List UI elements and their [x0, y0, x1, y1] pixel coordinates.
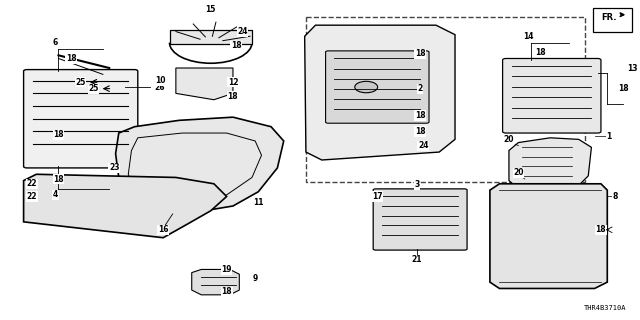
Text: 18: 18 — [66, 54, 77, 63]
Text: 24: 24 — [418, 141, 429, 150]
Text: 25: 25 — [88, 84, 99, 93]
Text: 18: 18 — [618, 84, 628, 93]
Text: 26: 26 — [155, 83, 165, 92]
Text: 10: 10 — [155, 76, 165, 85]
Text: 22: 22 — [27, 192, 37, 201]
Text: 18: 18 — [415, 49, 426, 58]
Text: 3: 3 — [414, 180, 420, 189]
Text: 18: 18 — [231, 41, 241, 50]
Text: 18: 18 — [228, 92, 238, 101]
Text: 22: 22 — [27, 179, 37, 188]
Text: 18: 18 — [221, 287, 232, 296]
Text: 2: 2 — [417, 84, 423, 93]
Text: 16: 16 — [158, 225, 168, 234]
Circle shape — [355, 81, 378, 93]
Text: 20: 20 — [504, 135, 514, 144]
Text: 21: 21 — [412, 255, 422, 264]
Text: 8: 8 — [613, 192, 618, 201]
Bar — [593, 8, 632, 32]
FancyBboxPatch shape — [373, 189, 467, 250]
Text: 17: 17 — [372, 192, 382, 201]
Polygon shape — [192, 269, 239, 295]
FancyBboxPatch shape — [502, 59, 601, 133]
Bar — [170, 30, 252, 44]
Text: 18: 18 — [53, 174, 64, 184]
Polygon shape — [116, 117, 284, 212]
Text: 19: 19 — [221, 265, 232, 274]
Polygon shape — [509, 138, 591, 192]
Text: 15: 15 — [205, 5, 216, 14]
Polygon shape — [176, 68, 233, 100]
Text: 18: 18 — [596, 225, 606, 234]
Polygon shape — [490, 184, 607, 288]
Text: 18: 18 — [415, 127, 426, 136]
Text: 1: 1 — [607, 132, 612, 141]
FancyBboxPatch shape — [24, 69, 138, 168]
Text: 11: 11 — [253, 198, 264, 207]
Polygon shape — [305, 25, 455, 160]
Bar — [306, 17, 585, 182]
Text: THR4B3710A: THR4B3710A — [584, 305, 627, 310]
Text: 18: 18 — [415, 111, 426, 120]
Text: 18: 18 — [53, 130, 64, 139]
FancyBboxPatch shape — [326, 51, 429, 123]
Text: 14: 14 — [523, 32, 533, 41]
Text: 4: 4 — [52, 190, 58, 199]
Text: 9: 9 — [253, 275, 258, 284]
Text: 20: 20 — [513, 168, 524, 177]
Text: 13: 13 — [627, 63, 638, 73]
Text: 23: 23 — [109, 164, 120, 172]
Polygon shape — [24, 174, 227, 238]
Text: 18: 18 — [536, 48, 546, 57]
Text: 25: 25 — [76, 78, 86, 87]
Text: 24: 24 — [237, 27, 248, 36]
Text: 6: 6 — [52, 38, 58, 47]
Text: FR.: FR. — [601, 13, 616, 22]
Text: 12: 12 — [228, 78, 238, 87]
